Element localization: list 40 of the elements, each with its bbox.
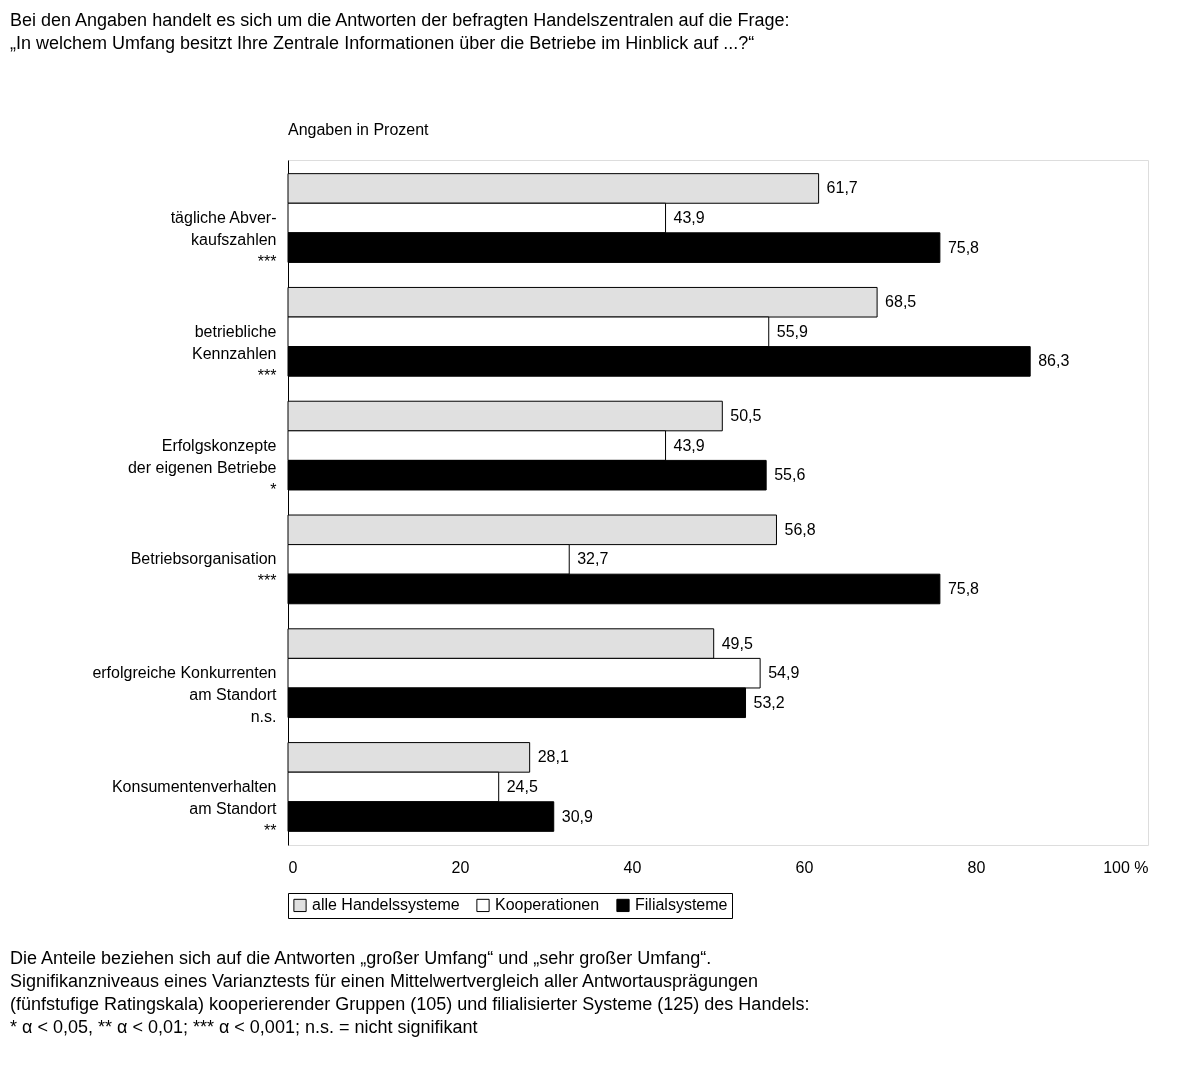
text: Signifikanzniveaus eines Varianztests für einen Mittelwertvergleich aller Antwortausprägungen (10, 971, 759, 991)
text: Bei den Angaben handelt es sich um die Antworten der befragten Handelszentralen auf die Frage: (10, 10, 790, 30)
data-label: 50,5 (730, 407, 762, 425)
data-label: 32,7 (577, 550, 609, 568)
data-label: 54,9 (768, 664, 800, 682)
y-tick-label: Betriebsorganisation *** (130, 550, 277, 590)
x-tick-label: 40 (623, 858, 642, 876)
x-tick-label: 100 % (1103, 858, 1149, 876)
y-tick-label: Erfolgskonzepte der eigenen Betriebe * (127, 436, 277, 498)
text: (fünfstufige Ratingskala) kooperierender Gruppen (105) und filialisierter Systeme (125) des Handels: (10, 994, 810, 1014)
text: Die Anteile beziehen sich auf die Antworten „großer Umfang“ und „sehr großer Umfang“. (10, 948, 712, 968)
data-label: 75,8 (947, 238, 980, 256)
text: * α < 0,05, ** α < 0,01; *** α < 0,001; n.s. = nicht signifikant (10, 1017, 478, 1037)
data-label: 53,2 (753, 693, 785, 711)
y-tick-label: Konsumentenverhalten am Standort ** (111, 777, 278, 839)
x-tick-label: 60 (795, 858, 814, 876)
data-label: 61,7 (826, 179, 858, 197)
x-axis-title: Angaben in Prozent (288, 121, 430, 138)
y-tick-label: erfolgreiche Konkurrenten am Standort n.s. (92, 664, 278, 726)
y-tick-label: betriebliche Kennzahlen *** (191, 322, 277, 384)
data-label: 28,1 (537, 748, 569, 766)
data-label: 68,5 (885, 293, 917, 311)
data-label: 43,9 (673, 209, 705, 227)
text: „In welchem Umfang besitzt Ihre Zentrale Informationen über die Betriebe im Hinblick auf ...?“ (10, 33, 755, 53)
x-tick-label: 80 (967, 858, 986, 876)
data-label: 75,8 (947, 579, 980, 597)
legend-label: Filialsysteme (635, 896, 728, 914)
data-label: 49,5 (721, 634, 753, 652)
data-label: 56,8 (784, 520, 816, 538)
data-label: 24,5 (506, 777, 538, 795)
data-label: 55,9 (776, 322, 808, 340)
x-tick-label: 0 (288, 858, 298, 876)
data-label: 86,3 (1038, 352, 1070, 370)
data-label: 43,9 (673, 436, 705, 454)
data-label: 30,9 (561, 807, 593, 825)
legend-label: Kooperationen (495, 896, 600, 914)
y-tick-label: tägliche Abver- kaufszahlen *** (170, 209, 277, 271)
x-tick-label: 20 (451, 858, 470, 876)
data-label: 55,6 (774, 466, 806, 484)
legend-label: alle Handelssysteme (312, 896, 460, 914)
